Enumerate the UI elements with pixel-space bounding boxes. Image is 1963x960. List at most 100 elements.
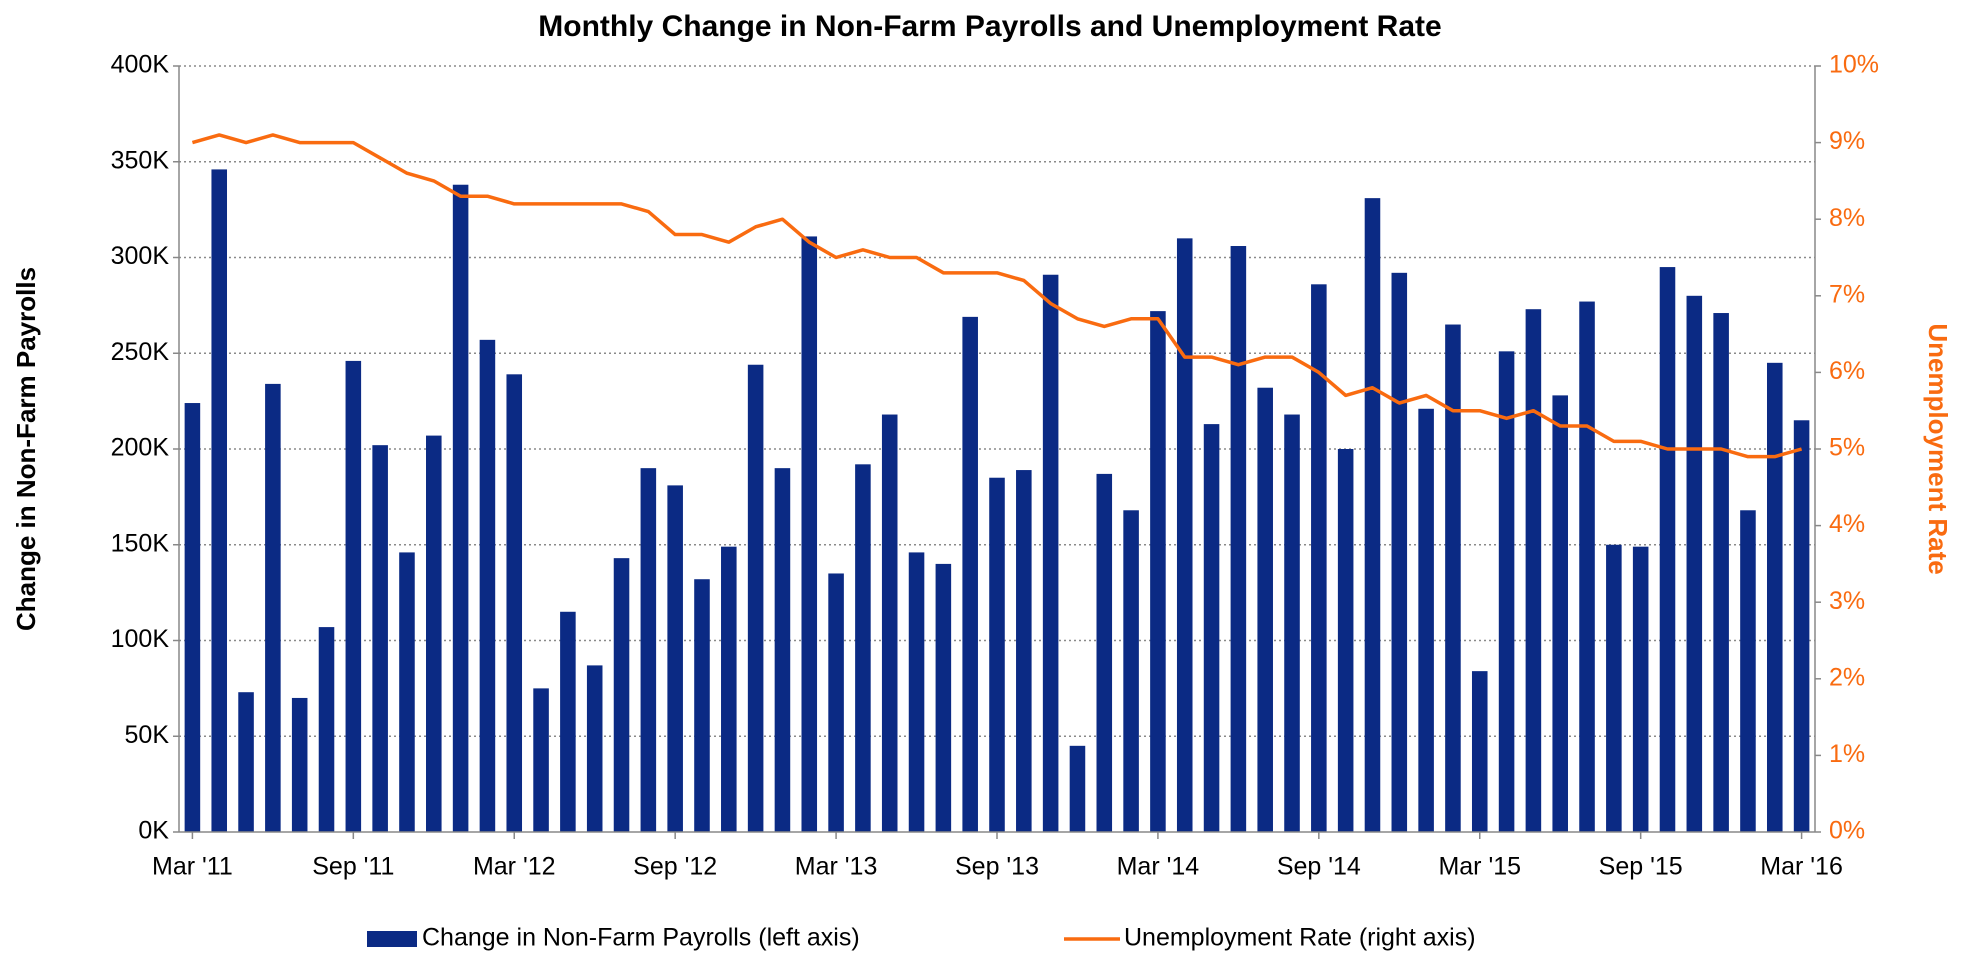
bar [1016, 470, 1032, 832]
x-tick-label: Sep '15 [1599, 853, 1683, 881]
bar [1042, 274, 1059, 832]
bar [1203, 424, 1220, 832]
bar [345, 360, 362, 832]
bar [1498, 351, 1515, 832]
legend-label: Change in Non-Farm Payrolls (left axis) [422, 924, 860, 952]
y2-tick-label: 1% [1829, 740, 1865, 768]
bar [1230, 246, 1247, 832]
bar [1525, 309, 1542, 833]
bar [774, 468, 791, 832]
y2-tick-label: 5% [1829, 434, 1865, 462]
x-tick-label: Mar '16 [1760, 853, 1843, 881]
bar [560, 611, 576, 832]
bar [1257, 387, 1273, 832]
x-tick-label: Mar '12 [473, 853, 556, 881]
y-axis-title: Change in Non-Farm Payrolls [11, 267, 41, 631]
y2-axis-title: Unemployment Rate [1923, 323, 1953, 574]
legend-label: Unemployment Rate (right axis) [1124, 924, 1476, 952]
bar [1445, 324, 1461, 832]
bar [318, 627, 335, 832]
bar [989, 477, 1005, 832]
y2-tick-label: 10% [1829, 51, 1879, 79]
bar [908, 552, 925, 832]
x-tick-label: Sep '12 [633, 853, 717, 881]
bar [586, 665, 603, 832]
bar [479, 339, 496, 832]
bar [1418, 408, 1434, 832]
bar [372, 445, 388, 832]
bar [1793, 420, 1810, 832]
y2-tick-label: 8% [1829, 204, 1865, 232]
x-tick-label: Sep '13 [955, 853, 1039, 881]
bar [613, 558, 630, 832]
bar [291, 697, 308, 832]
bar [1579, 301, 1595, 832]
bar [1123, 510, 1139, 832]
bar [1150, 311, 1166, 832]
y-tick-label: 350K [111, 146, 170, 174]
y-tick-label: 400K [111, 51, 170, 79]
bar [855, 464, 871, 832]
bar [667, 485, 683, 832]
bar [1391, 272, 1408, 832]
bar [184, 403, 201, 832]
bar [828, 573, 844, 832]
x-tick-label: Mar '15 [1438, 853, 1521, 881]
bar [640, 468, 657, 832]
bar [533, 688, 549, 832]
bar [801, 236, 818, 832]
y2-tick-label: 9% [1829, 127, 1865, 155]
y-tick-label: 100K [111, 625, 170, 653]
bar [935, 563, 952, 832]
bar [747, 364, 764, 832]
bar [1364, 198, 1381, 832]
bar [1766, 362, 1783, 832]
bar [399, 552, 415, 832]
bar [452, 184, 469, 833]
bar [1176, 238, 1193, 833]
legend-swatch [367, 931, 417, 947]
y-tick-label: 200K [111, 434, 170, 462]
chart-title: Monthly Change in Non-Farm Payrolls and … [538, 10, 1441, 43]
bar [881, 414, 898, 832]
bar [238, 692, 254, 832]
bar [721, 546, 737, 832]
bar [1686, 295, 1703, 832]
y-tick-label: 0K [138, 817, 169, 845]
bar [1606, 544, 1622, 832]
y2-tick-label: 6% [1829, 357, 1865, 385]
bar [1713, 313, 1729, 832]
y2-tick-label: 2% [1829, 663, 1865, 691]
bar [506, 374, 523, 832]
line [191, 133, 1803, 459]
bar [1552, 395, 1568, 832]
bar [1096, 473, 1113, 832]
y-tick-label: 300K [111, 242, 170, 270]
bar [1311, 284, 1327, 832]
x-tick-label: Mar '14 [1117, 853, 1200, 881]
bar [1632, 546, 1649, 832]
bar [1659, 267, 1676, 832]
x-tick-label: Mar '13 [795, 853, 878, 881]
bar [211, 169, 228, 832]
x-tick-label: Sep '11 [312, 853, 394, 881]
bar [1284, 414, 1300, 832]
bar [1337, 449, 1354, 832]
bar [962, 316, 978, 832]
bar [694, 579, 710, 832]
y-tick-label: 150K [111, 529, 170, 557]
x-tick-label: Mar '11 [152, 853, 233, 881]
y2-tick-label: 4% [1829, 510, 1865, 538]
bar [1740, 510, 1756, 832]
bar [1471, 671, 1488, 832]
y2-tick-label: 0% [1829, 817, 1865, 845]
bar [1069, 745, 1086, 832]
y-tick-label: 50K [125, 721, 170, 749]
y2-tick-label: 3% [1829, 587, 1865, 615]
bar [426, 435, 442, 832]
x-tick-label: Sep '14 [1277, 853, 1361, 881]
y2-tick-label: 7% [1829, 280, 1865, 308]
bar [265, 383, 281, 832]
